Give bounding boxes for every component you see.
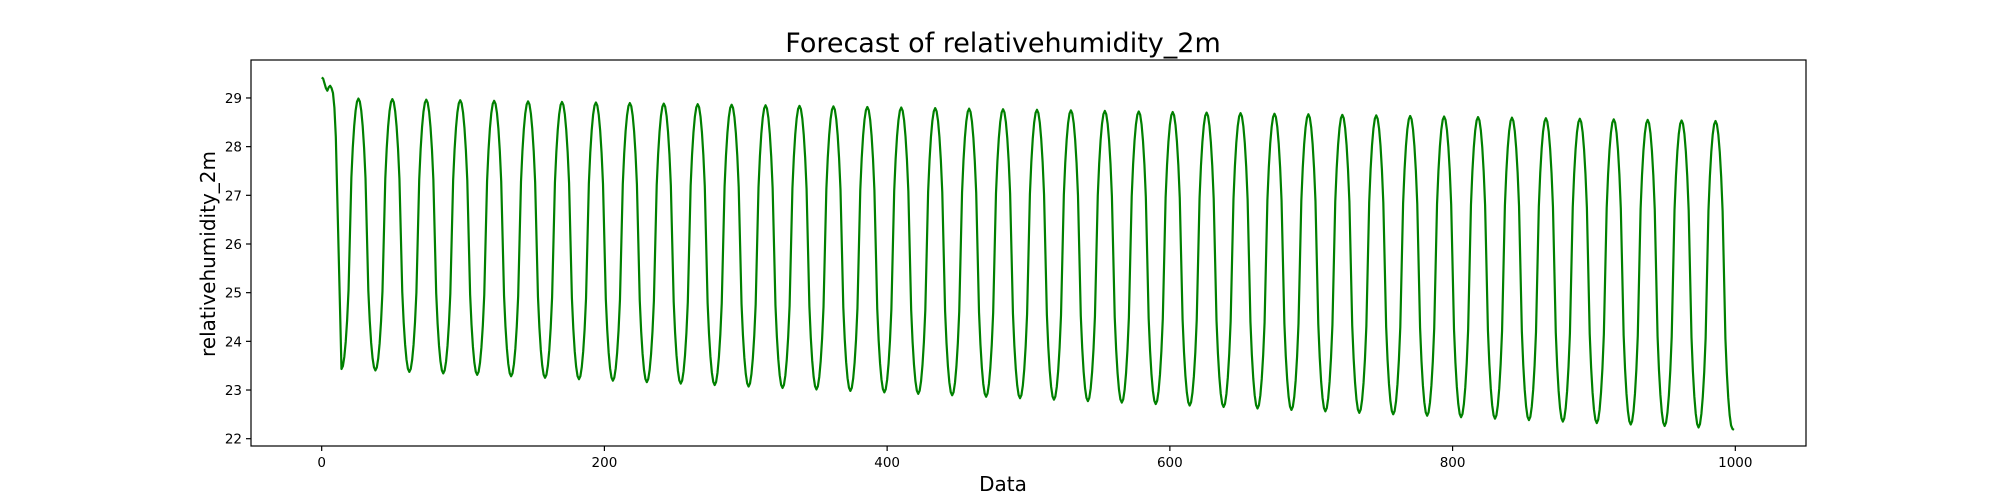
plot-frame <box>250 59 1807 447</box>
y-tick-label: 25 <box>225 286 242 302</box>
x-tick-label: 1000 <box>1718 455 1752 471</box>
y-tick-label: 26 <box>225 237 242 253</box>
y-tick-label: 27 <box>225 188 242 204</box>
series-line-0 <box>321 76 1735 431</box>
x-tick-label: 200 <box>592 455 618 471</box>
y-tick-label: 29 <box>225 91 242 107</box>
y-axis-ticks: 22 23 24 25 26 27 28 29 <box>225 91 251 448</box>
x-tick-label: 800 <box>1440 455 1466 471</box>
x-tick-label: 600 <box>1157 455 1183 471</box>
y-tick-label: 24 <box>225 334 242 350</box>
y-tick-label: 28 <box>225 140 242 156</box>
x-tick-label: 0 <box>317 455 326 471</box>
y-tick-label: 23 <box>225 383 242 399</box>
y-axis-label: relativehumidity_2m <box>196 151 220 357</box>
x-axis-ticks: 0 200 400 600 800 1000 <box>317 446 1752 471</box>
x-tick-label: 400 <box>874 455 900 471</box>
x-axis-label: Data <box>979 472 1027 496</box>
y-tick-label: 22 <box>225 432 242 448</box>
plot-area <box>250 59 1807 447</box>
chart-title: Forecast of relativehumidity_2m <box>785 28 1221 59</box>
